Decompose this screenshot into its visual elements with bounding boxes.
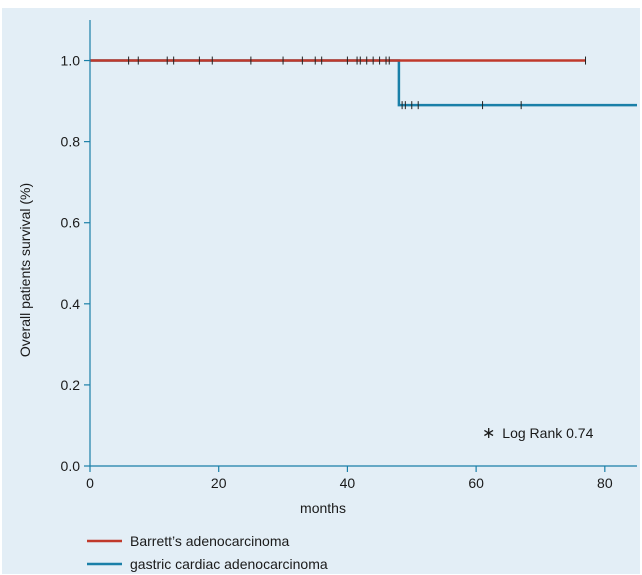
x-tick-label: 40: [340, 475, 356, 491]
series-line-gastric: [90, 59, 637, 107]
x-axis-title: months: [300, 500, 346, 516]
svg-text:∗ Log Rank 0.74: ∗ Log Rank 0.74: [482, 425, 594, 442]
y-tick-label: 0.6: [61, 215, 81, 231]
y-axis-title: Overall patients survival (%): [17, 183, 33, 357]
legend-label-barrett: Barrett’s adenocarcinoma: [130, 533, 289, 549]
y-tick-label: 0.8: [61, 134, 81, 150]
chart-panel: 0.0 0.2 0.4 0.6 0.8 1.0 0 20 40 60 80 Overall pati…: [2, 8, 640, 574]
legend: Barrett’s adenocarcinoma gastric cardiac…: [87, 533, 328, 572]
x-tick-label: 80: [597, 475, 613, 491]
x-tick-label: 20: [211, 475, 227, 491]
annotation-symbol: ∗: [482, 425, 495, 442]
y-tick-label: 1.0: [61, 53, 81, 69]
legend-label-gastric: gastric cardiac adenocarcinoma: [130, 556, 328, 572]
y-tick-label: 0.4: [61, 296, 81, 312]
y-tick-label: 0.0: [61, 458, 81, 474]
y-tick-label: 0.2: [61, 377, 81, 393]
annotation-text: Log Rank 0.74: [502, 425, 593, 441]
x-tick-label: 0: [86, 475, 94, 491]
x-tick-label: 60: [468, 475, 484, 491]
survival-chart: 0.0 0.2 0.4 0.6 0.8 1.0 0 20 40 60 80 Overall pati…: [17, 20, 637, 572]
legend-item-gastric: gastric cardiac adenocarcinoma: [87, 556, 328, 572]
legend-item-barrett: Barrett’s adenocarcinoma: [87, 533, 289, 549]
